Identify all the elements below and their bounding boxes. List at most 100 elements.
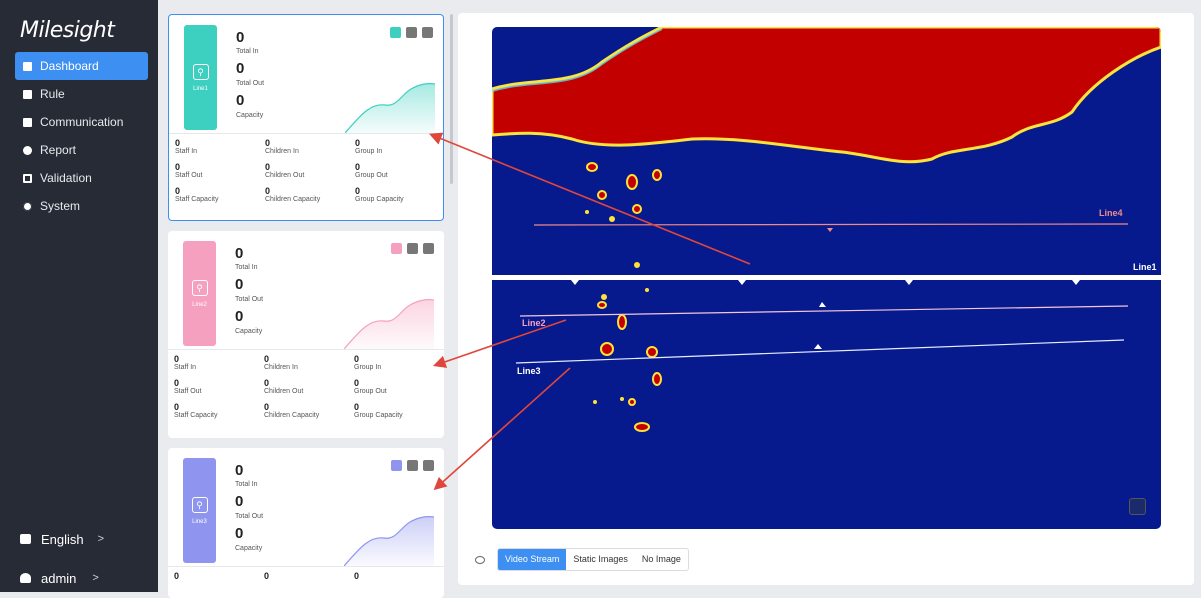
total-out-value: 0 (235, 276, 244, 293)
staff-view-icon[interactable] (407, 460, 418, 471)
breakdown-cell: 0 Group Capacity (355, 186, 404, 203)
user-icon (20, 573, 31, 583)
report-icon (23, 145, 32, 155)
line1-label: Line1 (1133, 262, 1157, 272)
total-out-label: Total Out (235, 513, 264, 520)
breakdown-cell: 0 Group In (354, 354, 382, 371)
static-images-button[interactable]: Static Images (573, 554, 628, 564)
total-view-icon[interactable] (391, 460, 402, 471)
breakdown-cell: 0 Group In (355, 138, 383, 155)
communication-icon (23, 117, 32, 127)
chevron-right-icon: > (92, 572, 99, 584)
user-menu[interactable]: admin > (15, 564, 145, 592)
sidebar-item-communication[interactable]: Communication (15, 108, 148, 136)
line2-label: Line2 (522, 318, 546, 328)
cards-scrollbar[interactable] (450, 14, 453, 184)
sidebar-item-validation[interactable]: Validation (15, 164, 148, 192)
breakdown-cell: 0 Children Capacity (265, 186, 321, 203)
language-selector[interactable]: English > (15, 525, 145, 553)
line3-label: Line3 (517, 366, 541, 376)
heatmap-canvas (492, 27, 1161, 432)
line-badge-label: Line2 (192, 301, 207, 308)
group-view-icon[interactable] (423, 460, 434, 471)
card-divider (169, 133, 443, 134)
validation-icon (23, 173, 32, 183)
sidebar-item-label: Rule (40, 87, 65, 101)
trend-sparkline (344, 516, 434, 566)
total-in-label: Total In (235, 481, 258, 488)
line4-label: Line4 (1099, 208, 1123, 218)
total-in-value: 0 (235, 245, 244, 262)
view-mode-segmented: Video Stream Static Images No Image (497, 548, 689, 571)
line-card-3[interactable]: ⚲ Line3 0 Total In 0 Total Out 0 Capacit… (168, 448, 444, 598)
walking-person-icon: ⚲ (191, 279, 208, 296)
breakdown-cell: 0 Staff Out (175, 162, 203, 179)
language-label: English (41, 531, 84, 547)
breakdown-cell: 0 Staff Out (174, 378, 202, 395)
breakdown-cell: 0 Children Out (264, 378, 304, 395)
staff-view-icon[interactable] (407, 243, 418, 254)
system-icon (23, 201, 32, 211)
total-out-value: 0 (235, 493, 244, 510)
user-label: admin (41, 570, 77, 586)
view-mode-controls: Video Stream Static Images No Image (471, 548, 689, 571)
breakdown-cell: 0 Staff Capacity (174, 402, 218, 419)
line-badge-label: Line3 (192, 518, 207, 525)
breakdown-cell: 0 Children Capacity (264, 402, 320, 419)
trend-sparkline (344, 299, 434, 349)
video-stream-button[interactable]: Video Stream (498, 549, 567, 570)
total-out-label: Total Out (236, 80, 265, 87)
total-view-icon[interactable] (391, 243, 402, 254)
sidebar-item-rule[interactable]: Rule (15, 80, 148, 108)
capacity-label: Capacity (235, 545, 263, 552)
sidebar-item-dashboard[interactable]: Dashboard (15, 52, 148, 80)
walking-person-icon: ⚲ (191, 496, 208, 513)
sidebar-item-label: System (40, 199, 81, 213)
breakdown-cell: 0 Children In (265, 138, 299, 155)
breakdown-cell: 0 Group Out (354, 378, 387, 395)
group-view-icon[interactable] (422, 27, 433, 38)
total-in-value: 0 (235, 462, 244, 479)
sidebar-nav: Dashboard Rule Communication Report Vali… (0, 52, 158, 220)
line-badge: ⚲ Line2 (183, 241, 216, 346)
capacity-value: 0 (236, 92, 245, 109)
video-panel: Line4 Line1 Line2 Line3 Video Stream Sta… (458, 13, 1194, 585)
sidebar-item-label: Dashboard (40, 59, 99, 73)
trend-sparkline (345, 83, 435, 133)
total-view-icon[interactable] (390, 27, 401, 38)
language-icon (20, 534, 31, 544)
card-view-toggles (391, 243, 434, 254)
total-in-value: 0 (236, 29, 245, 46)
breakdown-cell: 0 Group Out (355, 162, 388, 179)
breakdown-cell: 0 (264, 571, 270, 581)
breakdown-cell: 0 (354, 571, 360, 581)
rule-icon (23, 89, 32, 99)
line-badge: ⚲ Line3 (183, 458, 216, 563)
breakdown-cell: 0 Staff Capacity (175, 186, 219, 203)
total-in-label: Total In (235, 264, 258, 271)
sidebar-item-label: Report (40, 143, 77, 157)
sidebar: Milesight Dashboard Rule Communication R… (0, 0, 158, 592)
no-image-button[interactable]: No Image (641, 554, 681, 564)
staff-view-icon[interactable] (406, 27, 417, 38)
line-card-2[interactable]: ⚲ Line2 0 Total In 0 Total Out 0 Capacit… (168, 231, 444, 438)
card-divider (168, 566, 444, 567)
milesight-logo: Milesight (20, 18, 115, 43)
capacity-label: Capacity (235, 328, 263, 335)
card-view-toggles (390, 27, 433, 38)
card-view-toggles (391, 460, 434, 471)
group-view-icon[interactable] (423, 243, 434, 254)
line-card-1[interactable]: ⚲ Line1 0 Total In 0 Total Out 0 Capacit… (168, 14, 444, 221)
fullscreen-button[interactable] (1129, 498, 1146, 515)
eye-icon[interactable] (475, 555, 485, 564)
heatmap-video-stream: Line4 Line1 Line2 Line3 (492, 27, 1161, 529)
sidebar-item-system[interactable]: System (15, 192, 148, 220)
card-divider (168, 349, 444, 350)
sidebar-item-label: Communication (40, 115, 124, 129)
sidebar-item-report[interactable]: Report (15, 136, 148, 164)
breakdown-cell: 0 Group Capacity (354, 402, 403, 419)
capacity-label: Capacity (236, 112, 264, 119)
breakdown-cell: 0 (174, 571, 180, 581)
walking-person-icon: ⚲ (192, 63, 209, 80)
total-out-label: Total Out (235, 296, 264, 303)
